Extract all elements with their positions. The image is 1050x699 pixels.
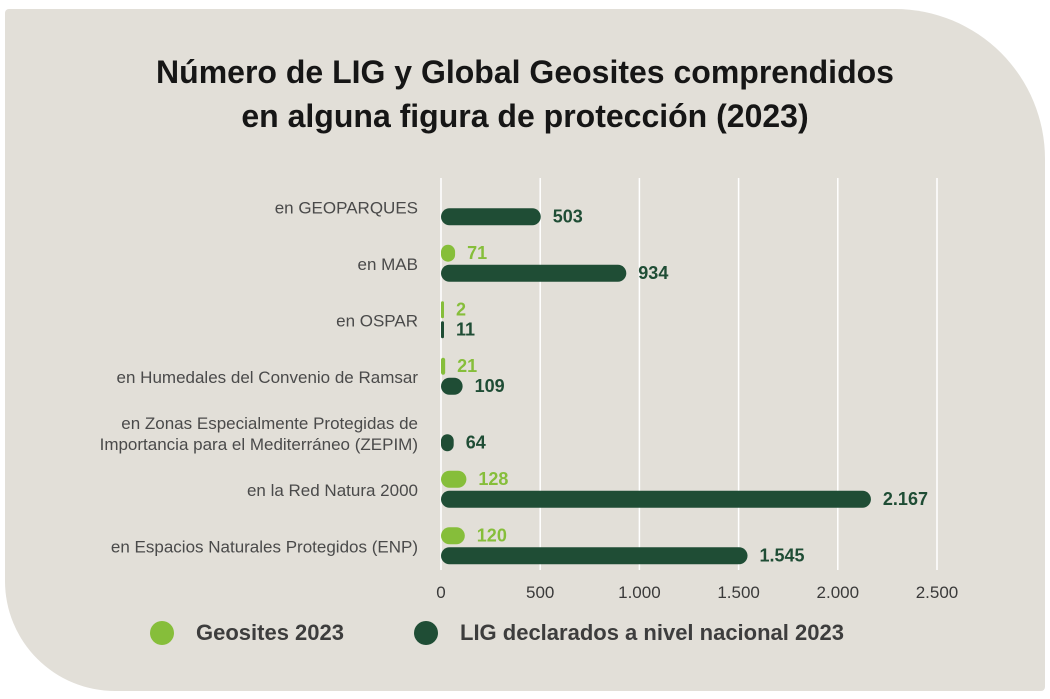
legend-item-lig: LIG declarados a nivel nacional 2023: [414, 620, 844, 646]
legend-label-geosites: Geosites 2023: [196, 620, 344, 645]
bar-lig: [441, 264, 627, 282]
data-label: 21: [457, 356, 477, 376]
category-label: en GEOPARQUES: [275, 198, 418, 217]
data-label: 109: [475, 376, 505, 396]
bar-geosites: [441, 244, 456, 262]
data-label: 2: [456, 299, 466, 319]
bar-lig: [441, 208, 541, 226]
chart-title: Número de LIG y Global Geosites comprend…: [0, 50, 1050, 138]
data-label: 128: [478, 469, 508, 489]
data-label: 1.545: [760, 545, 805, 565]
category-label: Importancia para el Mediterráneo (ZEPIM): [100, 435, 418, 454]
x-tick-label: 500: [526, 583, 554, 602]
bar-lig: [441, 377, 463, 395]
data-label: 64: [466, 432, 486, 452]
category-label: en Espacios Naturales Protegidos (ENP): [111, 537, 418, 556]
bar-lig: [441, 490, 871, 508]
chart-title-line-2: en alguna figura de protección (2023): [241, 98, 809, 134]
bar-geosites: [441, 470, 467, 488]
data-label: 71: [467, 243, 487, 263]
bar-lig: [441, 547, 748, 565]
legend-swatch-lig: [414, 621, 438, 645]
chart-title-line-1: Número de LIG y Global Geosites comprend…: [156, 54, 894, 90]
x-tick-label: 1.000: [618, 583, 661, 602]
bar-geosites: [441, 301, 444, 319]
category-label: en Zonas Especialmente Protegidas de: [121, 414, 418, 433]
category-label: en Humedales del Convenio de Ramsar: [117, 368, 419, 387]
bar-lig: [441, 321, 444, 339]
legend-swatch-geosites: [150, 621, 174, 645]
bar-lig: [441, 434, 454, 452]
data-label: 11: [456, 319, 475, 339]
x-tick-label: 1.500: [717, 583, 760, 602]
data-label: 2.167: [883, 489, 928, 509]
x-tick-label: 2.000: [817, 583, 860, 602]
x-tick-label: 0: [436, 583, 445, 602]
data-label: 120: [477, 525, 507, 545]
data-label: 934: [638, 263, 668, 283]
category-label: en MAB: [358, 255, 418, 274]
x-tick-label: 2.500: [916, 583, 959, 602]
legend: Geosites 2023 LIG declarados a nivel nac…: [0, 620, 1050, 652]
data-label: 503: [553, 206, 583, 226]
category-label: en la Red Natura 2000: [247, 481, 418, 500]
legend-item-geosites: Geosites 2023: [150, 620, 344, 646]
bar-geosites: [441, 527, 465, 545]
chart-card: [5, 9, 1045, 691]
legend-label-lig: LIG declarados a nivel nacional 2023: [460, 620, 844, 645]
category-label: en OSPAR: [336, 311, 418, 330]
bar-geosites: [441, 357, 446, 375]
